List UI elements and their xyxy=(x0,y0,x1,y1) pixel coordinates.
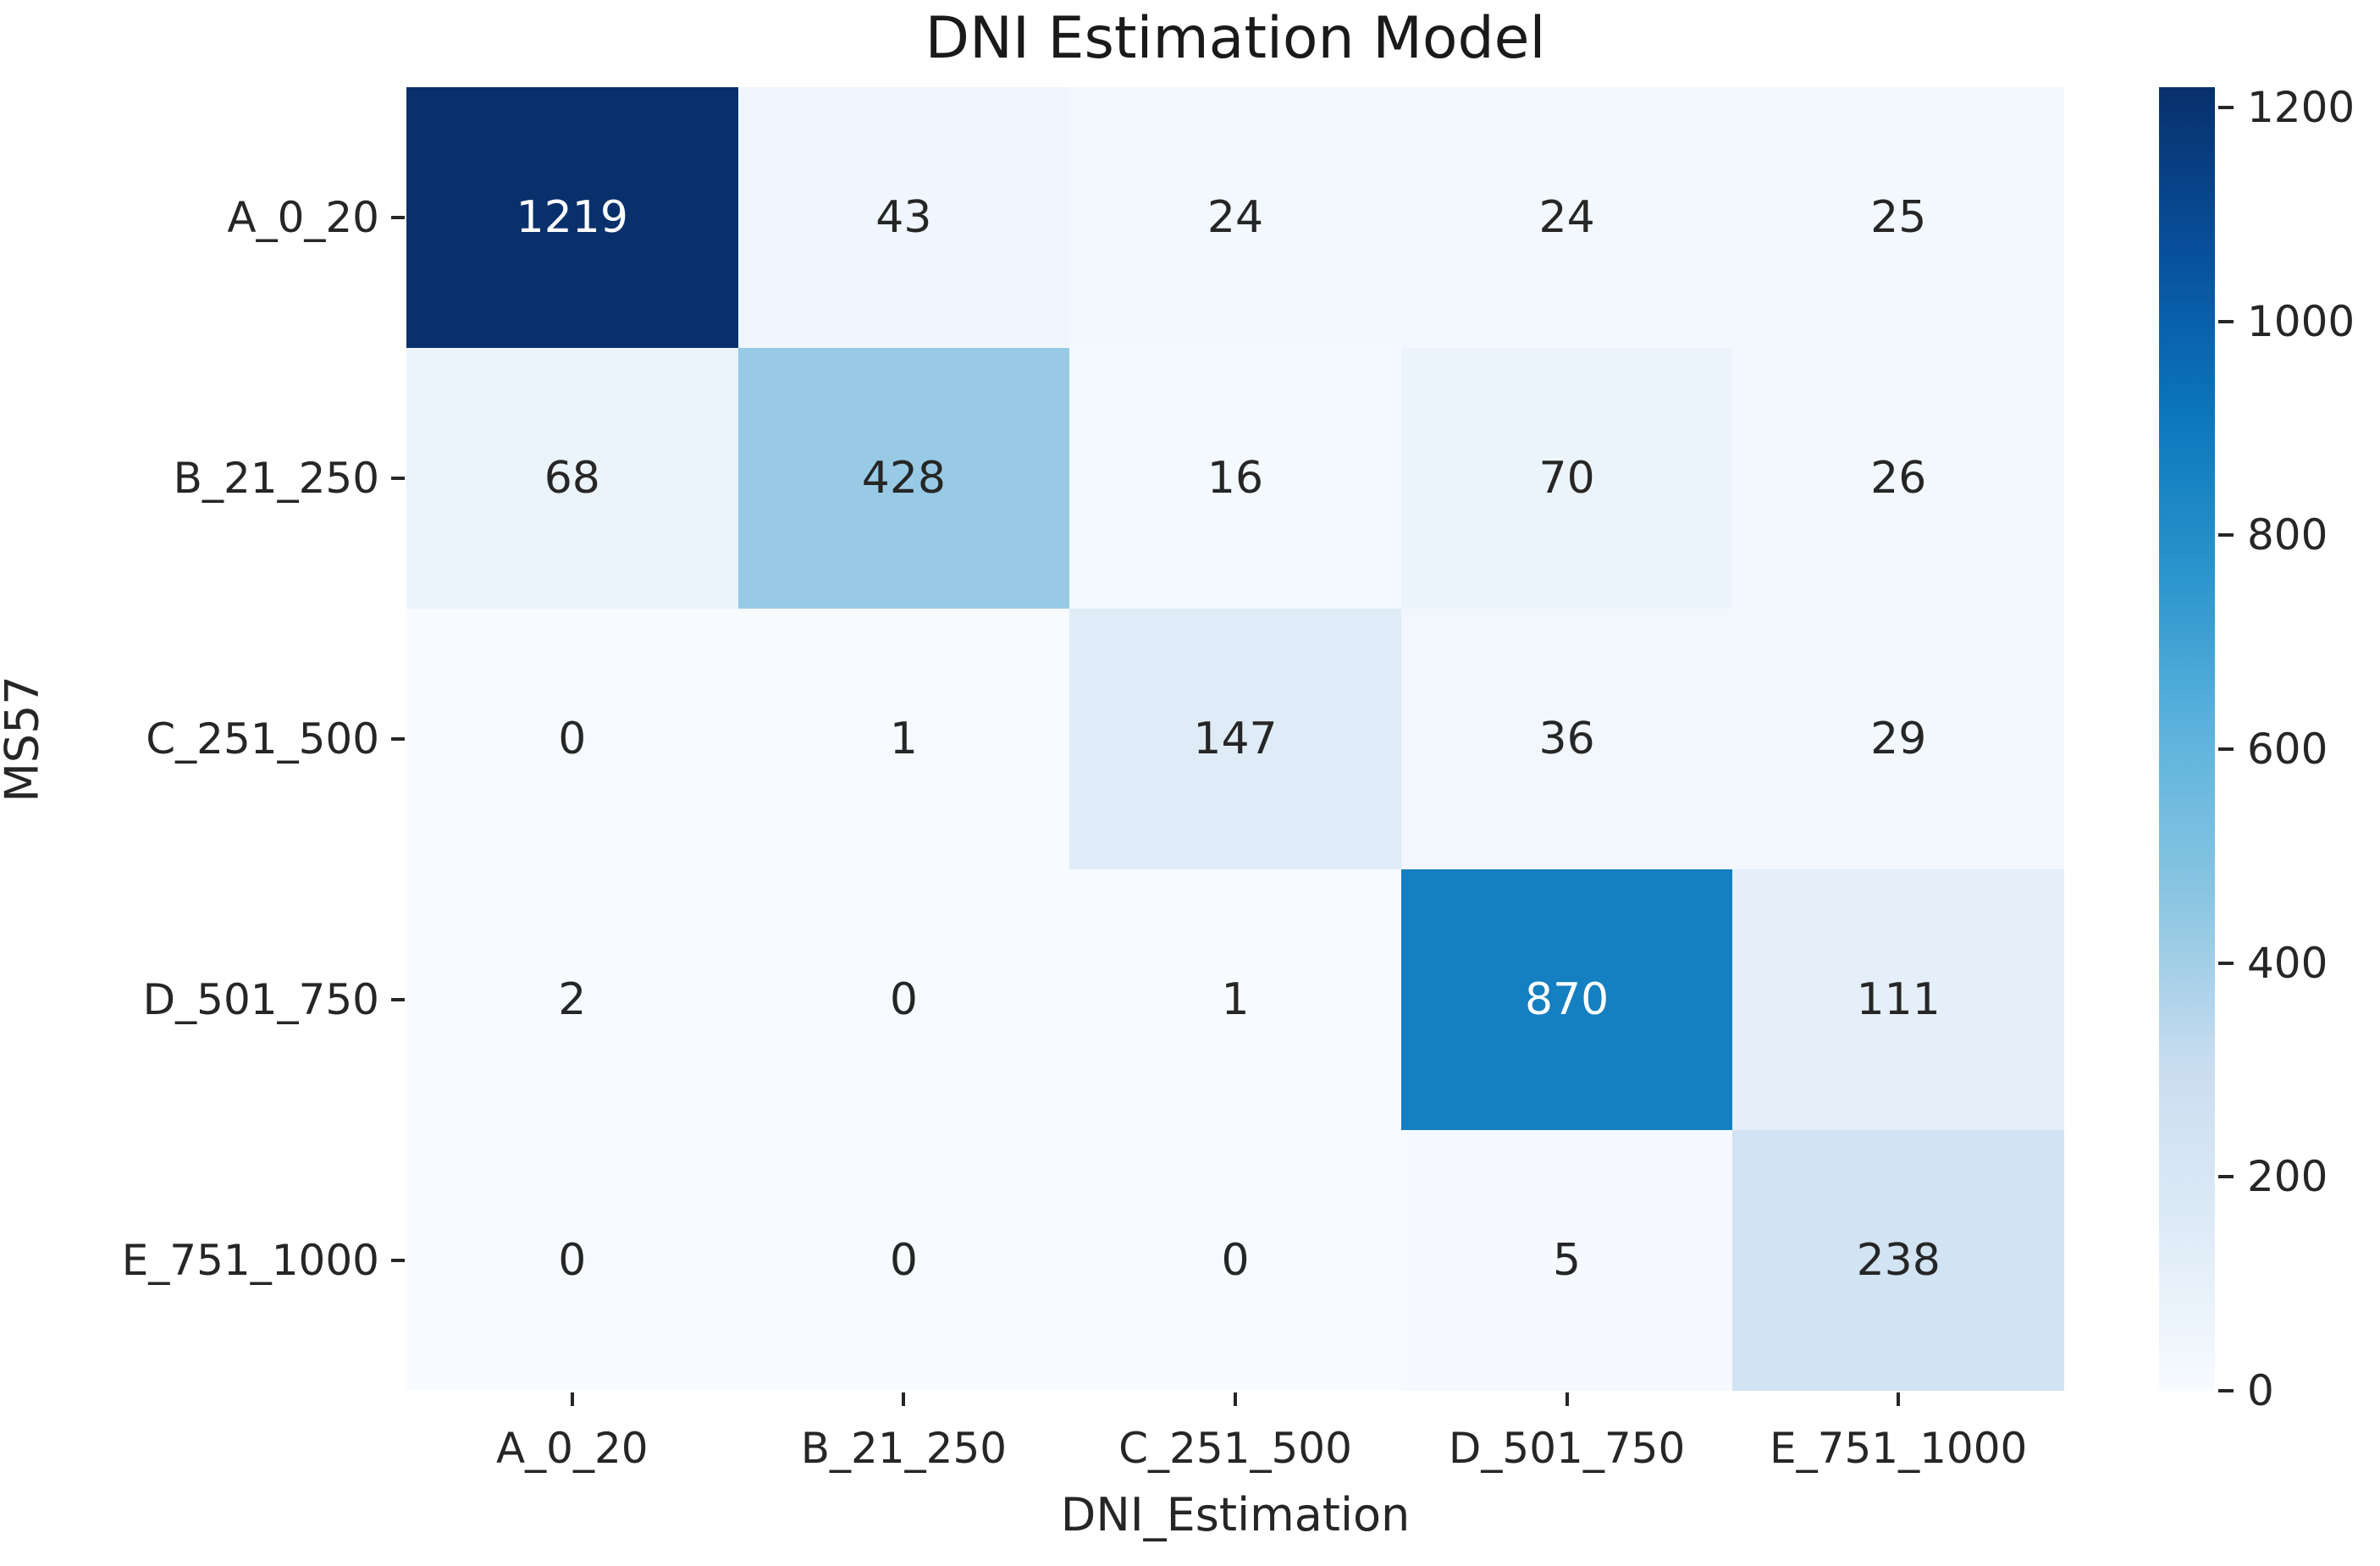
y-axis-label: MS57 xyxy=(0,675,49,802)
colorbar-tick-label: 600 xyxy=(2247,725,2328,774)
heatmap-cell: 70 xyxy=(1400,348,1733,609)
heatmap-cell: 0 xyxy=(1069,1130,1401,1391)
y-tick-label: E_751_1000 xyxy=(121,1236,379,1285)
x-tick-label: B_21_250 xyxy=(800,1424,1008,1473)
colorbar-tick-mark xyxy=(2218,1389,2234,1392)
y-tick-mark xyxy=(391,998,405,1001)
heatmap-cell: 36 xyxy=(1400,609,1733,869)
heatmap-cell: 16 xyxy=(1069,348,1401,609)
heatmap-cell: 1 xyxy=(737,609,1070,869)
heatmap-cell: 0 xyxy=(406,609,738,869)
x-tick-label: A_0_20 xyxy=(495,1424,649,1473)
x-tick-label: C_251_500 xyxy=(1118,1424,1352,1473)
colorbar-tick-label: 200 xyxy=(2247,1152,2328,1202)
colorbar-tick-label: 1000 xyxy=(2247,296,2355,346)
chart-title: DNI Estimation Model xyxy=(925,5,1546,72)
y-tick-mark xyxy=(391,216,405,219)
heatmap-cell: 0 xyxy=(406,1130,738,1391)
colorbar-tick-mark xyxy=(2218,747,2234,751)
heatmap-cell: 0 xyxy=(737,869,1070,1130)
y-tick-mark xyxy=(391,737,405,741)
heatmap-cell: 147 xyxy=(1069,609,1401,869)
x-axis-label: DNI_Estimation xyxy=(1060,1488,1411,1541)
heatmap-cell: 26 xyxy=(1732,348,2064,609)
heatmap-cell: 24 xyxy=(1400,87,1733,348)
y-tick-mark xyxy=(391,1259,405,1262)
heatmap-cell: 43 xyxy=(737,87,1070,348)
x-tick-mark xyxy=(902,1392,906,1406)
colorbar-tick-label: 0 xyxy=(2247,1366,2274,1415)
y-tick-label: D_501_750 xyxy=(142,975,379,1024)
heatmap-cell: 1219 xyxy=(406,87,738,348)
heatmap-cell: 111 xyxy=(1732,869,2064,1130)
x-tick-label: E_751_1000 xyxy=(1770,1424,2028,1473)
heatmap-cell: 870 xyxy=(1400,869,1733,1130)
y-tick-mark xyxy=(391,477,405,480)
heatmap-cell: 24 xyxy=(1069,87,1401,348)
colorbar-tick-mark xyxy=(2218,106,2234,109)
heatmap-cell: 68 xyxy=(406,348,738,609)
heatmap-cell: 5 xyxy=(1400,1130,1733,1391)
x-tick-mark xyxy=(1234,1392,1237,1406)
heatmap-cell: 29 xyxy=(1732,609,2064,869)
x-tick-label: D_501_750 xyxy=(1448,1424,1686,1473)
heatmap-cell: 25 xyxy=(1732,87,2064,348)
x-tick-mark xyxy=(1897,1392,1901,1406)
heatmap-grid: 1219 43 24 24 25 68 428 16 70 26 0 1 147 36 29 2 0 1 870 11… xyxy=(406,87,2064,1391)
heatmap-cell: 238 xyxy=(1732,1130,2064,1391)
x-tick-mark xyxy=(570,1392,574,1406)
y-tick-label: C_251_500 xyxy=(146,714,379,764)
heatmap-cell: 1 xyxy=(1069,869,1401,1130)
colorbar-tick-mark xyxy=(2218,961,2234,965)
heatmap-cell: 0 xyxy=(737,1130,1070,1391)
colorbar-tick-label: 1200 xyxy=(2247,83,2355,132)
colorbar-tick-mark xyxy=(2218,1175,2234,1179)
y-tick-label: B_21_250 xyxy=(173,454,379,503)
colorbar-tick-mark xyxy=(2218,533,2234,538)
heatmap-cell: 2 xyxy=(406,869,738,1130)
colorbar-tick-mark xyxy=(2218,319,2234,323)
y-tick-label: A_0_20 xyxy=(227,193,379,242)
colorbar xyxy=(2159,87,2215,1391)
x-tick-mark xyxy=(1565,1392,1569,1406)
colorbar-tick-label: 800 xyxy=(2247,510,2328,560)
colorbar-tick-label: 400 xyxy=(2247,938,2328,988)
heatmap-cell: 428 xyxy=(737,348,1070,609)
